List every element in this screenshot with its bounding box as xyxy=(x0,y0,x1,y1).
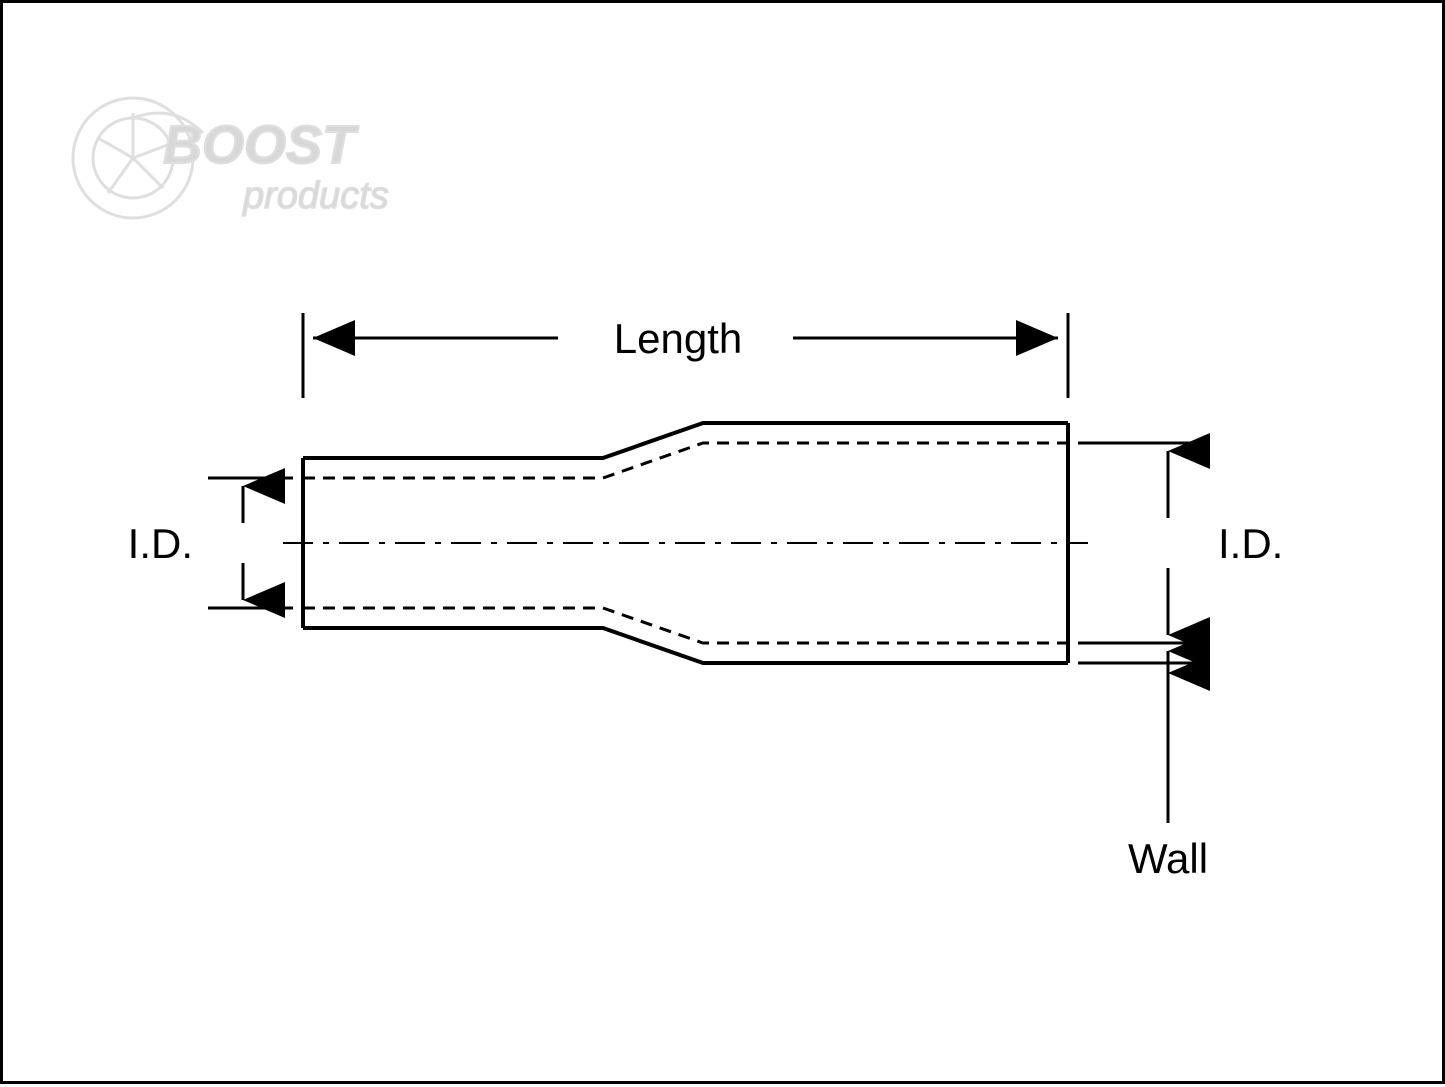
label-length: Length xyxy=(614,315,742,362)
label-id-right: I.D. xyxy=(1218,520,1283,567)
label-id-left: I.D. xyxy=(128,520,193,567)
dimension-wall xyxy=(1078,651,1208,823)
diagram-canvas: BOOST products xyxy=(0,0,1445,1084)
label-wall: Wall xyxy=(1128,835,1208,882)
dimension-id-right xyxy=(1078,443,1208,643)
dimension-id-left xyxy=(208,478,293,608)
technical-drawing: Length I.D. I.D. xyxy=(3,3,1445,1087)
